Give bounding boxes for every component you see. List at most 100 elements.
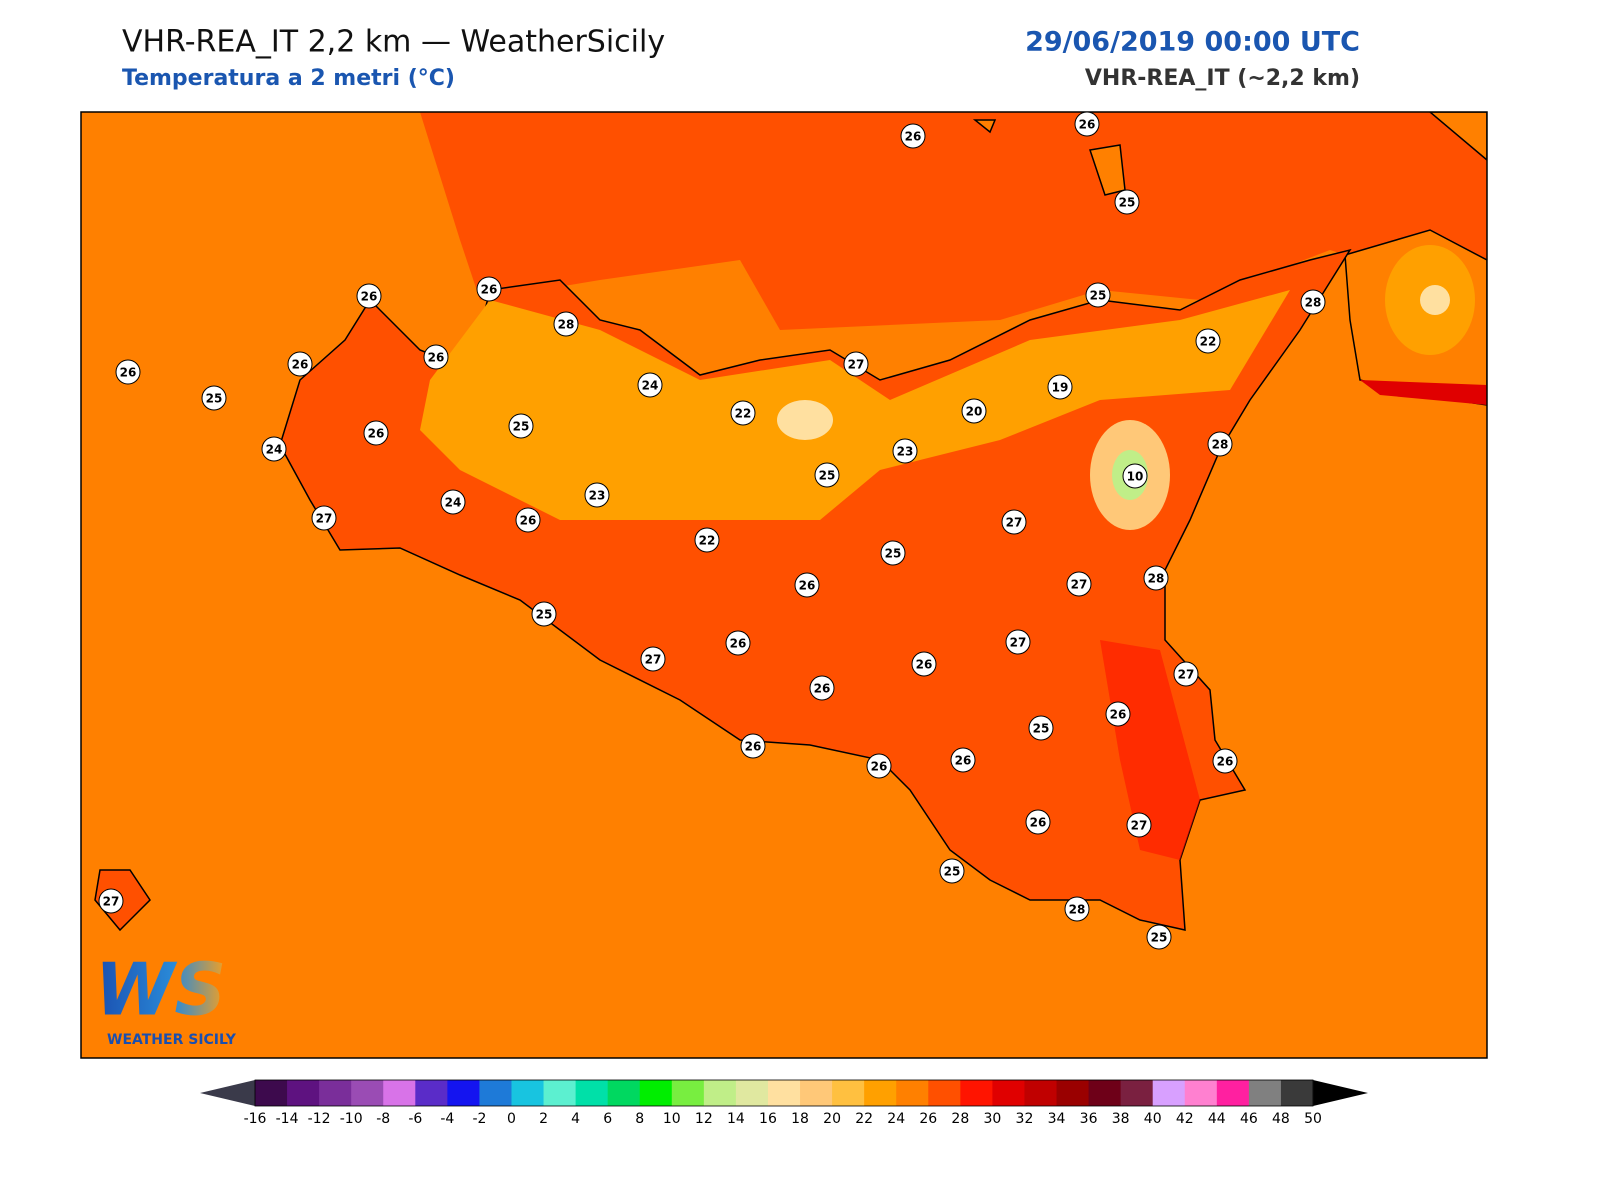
colorbar-segment bbox=[319, 1080, 352, 1106]
madonie bbox=[777, 400, 833, 440]
colorbar-segment bbox=[703, 1080, 737, 1106]
colorbar-segment bbox=[671, 1080, 705, 1106]
station-value: 25 bbox=[513, 420, 530, 434]
calabria-peak bbox=[1420, 285, 1450, 315]
station-marker bbox=[640, 646, 666, 672]
station-value: 26 bbox=[481, 283, 498, 297]
station-marker bbox=[911, 651, 937, 677]
station-value: 27 bbox=[645, 653, 662, 667]
colorbar-segment bbox=[511, 1080, 545, 1106]
station-marker bbox=[1028, 715, 1054, 741]
station-marker bbox=[900, 123, 926, 149]
colorbar-tick-label: 50 bbox=[1304, 1111, 1322, 1127]
station-value: 27 bbox=[103, 895, 120, 909]
interior-cool bbox=[420, 290, 1290, 520]
station-marker bbox=[1114, 189, 1140, 215]
colorbar-segment bbox=[1280, 1080, 1314, 1106]
station-marker bbox=[1005, 629, 1031, 655]
colorbar-tick-label: 34 bbox=[1048, 1111, 1066, 1127]
station-marker bbox=[880, 540, 906, 566]
colorbar-segment bbox=[960, 1080, 993, 1106]
colorbar-segment bbox=[639, 1080, 673, 1106]
station-value: 26 bbox=[1030, 816, 1047, 830]
station-value: 26 bbox=[368, 427, 385, 441]
colorbar-tick-label: 22 bbox=[855, 1111, 873, 1127]
station-value: 27 bbox=[1010, 636, 1027, 650]
colorbar-over bbox=[1313, 1080, 1368, 1106]
datetime: 29/06/2019 00:00 UTC bbox=[1025, 27, 1360, 58]
station-marker bbox=[866, 753, 892, 779]
station-value: 10 bbox=[1127, 470, 1144, 484]
colorbar-tick-label: 36 bbox=[1080, 1111, 1098, 1127]
colorbar-tick-label: 4 bbox=[571, 1111, 580, 1127]
colorbar-tick-label: 12 bbox=[695, 1111, 713, 1127]
station-marker bbox=[476, 276, 502, 302]
station-marker bbox=[1001, 509, 1027, 535]
station-value: 26 bbox=[730, 637, 747, 651]
station-value: 28 bbox=[1148, 572, 1165, 586]
station-marker bbox=[814, 462, 840, 488]
colorbar-tick-label: 20 bbox=[823, 1111, 841, 1127]
station-value: 26 bbox=[292, 358, 309, 372]
station-value: 26 bbox=[520, 514, 537, 528]
station-marker bbox=[311, 505, 337, 531]
station-value: 24 bbox=[642, 379, 659, 393]
station-marker bbox=[637, 372, 663, 398]
station-value: 26 bbox=[1217, 755, 1234, 769]
station-value: 26 bbox=[1079, 118, 1096, 132]
station-marker bbox=[1047, 374, 1073, 400]
map-frame bbox=[80, 111, 1488, 1059]
colorbar-tick-label: -10 bbox=[340, 1111, 363, 1127]
station-value: 26 bbox=[916, 658, 933, 672]
colorbar-segment bbox=[992, 1080, 1025, 1106]
station-marker bbox=[892, 438, 918, 464]
station-marker bbox=[694, 527, 720, 553]
station-value: 20 bbox=[966, 405, 983, 419]
station-marker bbox=[201, 385, 227, 411]
station-marker bbox=[1025, 809, 1051, 835]
station-marker bbox=[1064, 896, 1090, 922]
station-marker bbox=[515, 507, 541, 533]
station-marker bbox=[1300, 289, 1326, 315]
calabria-hot bbox=[1360, 380, 1487, 405]
station-value: 26 bbox=[1110, 708, 1127, 722]
colorbar-segment bbox=[1248, 1080, 1282, 1106]
station-marker bbox=[950, 747, 976, 773]
colorbar-tick-label: -4 bbox=[440, 1111, 454, 1127]
colorbar-segment bbox=[767, 1080, 801, 1106]
colorbar-segment bbox=[287, 1080, 320, 1106]
colorbar-tick-label: -6 bbox=[408, 1111, 422, 1127]
colorbar-tick-label: 24 bbox=[887, 1111, 905, 1127]
colorbar-tick-label: 8 bbox=[635, 1111, 644, 1127]
colorbar-tick-label: 14 bbox=[727, 1111, 745, 1127]
station-marker bbox=[1126, 812, 1152, 838]
station-marker bbox=[363, 420, 389, 446]
colorbar-tick-label: 6 bbox=[603, 1111, 612, 1127]
station-marker bbox=[961, 398, 987, 424]
colorbar-tick-label: 30 bbox=[983, 1111, 1001, 1127]
colorbar-tick-label: -2 bbox=[472, 1111, 486, 1127]
station-value: 23 bbox=[589, 489, 606, 503]
colorbar-segment bbox=[543, 1080, 577, 1106]
colorbar-tick-label: 18 bbox=[791, 1111, 809, 1127]
station-marker bbox=[261, 436, 287, 462]
station-marker bbox=[356, 283, 382, 309]
station-value: 27 bbox=[1006, 516, 1023, 530]
sea-warm bbox=[400, 112, 1487, 330]
colorbar-tick-label: 26 bbox=[919, 1111, 937, 1127]
colorbar-tick-label: -16 bbox=[244, 1111, 267, 1127]
colorbar-tick-label: 48 bbox=[1272, 1111, 1290, 1127]
colorbar-segment bbox=[383, 1080, 416, 1106]
station-value: 25 bbox=[885, 547, 902, 561]
station-value: 25 bbox=[819, 469, 836, 483]
colorbar-segment bbox=[1024, 1080, 1058, 1106]
colorbar-segment bbox=[1184, 1080, 1218, 1106]
station-value: 24 bbox=[266, 443, 283, 457]
station-marker bbox=[440, 489, 466, 515]
colorbar-frame bbox=[254, 1079, 1314, 1107]
station-marker bbox=[1066, 571, 1092, 597]
station-marker bbox=[794, 572, 820, 598]
colorbar-segment bbox=[447, 1080, 480, 1106]
station-marker bbox=[1122, 463, 1148, 489]
station-value: 27 bbox=[848, 358, 865, 372]
